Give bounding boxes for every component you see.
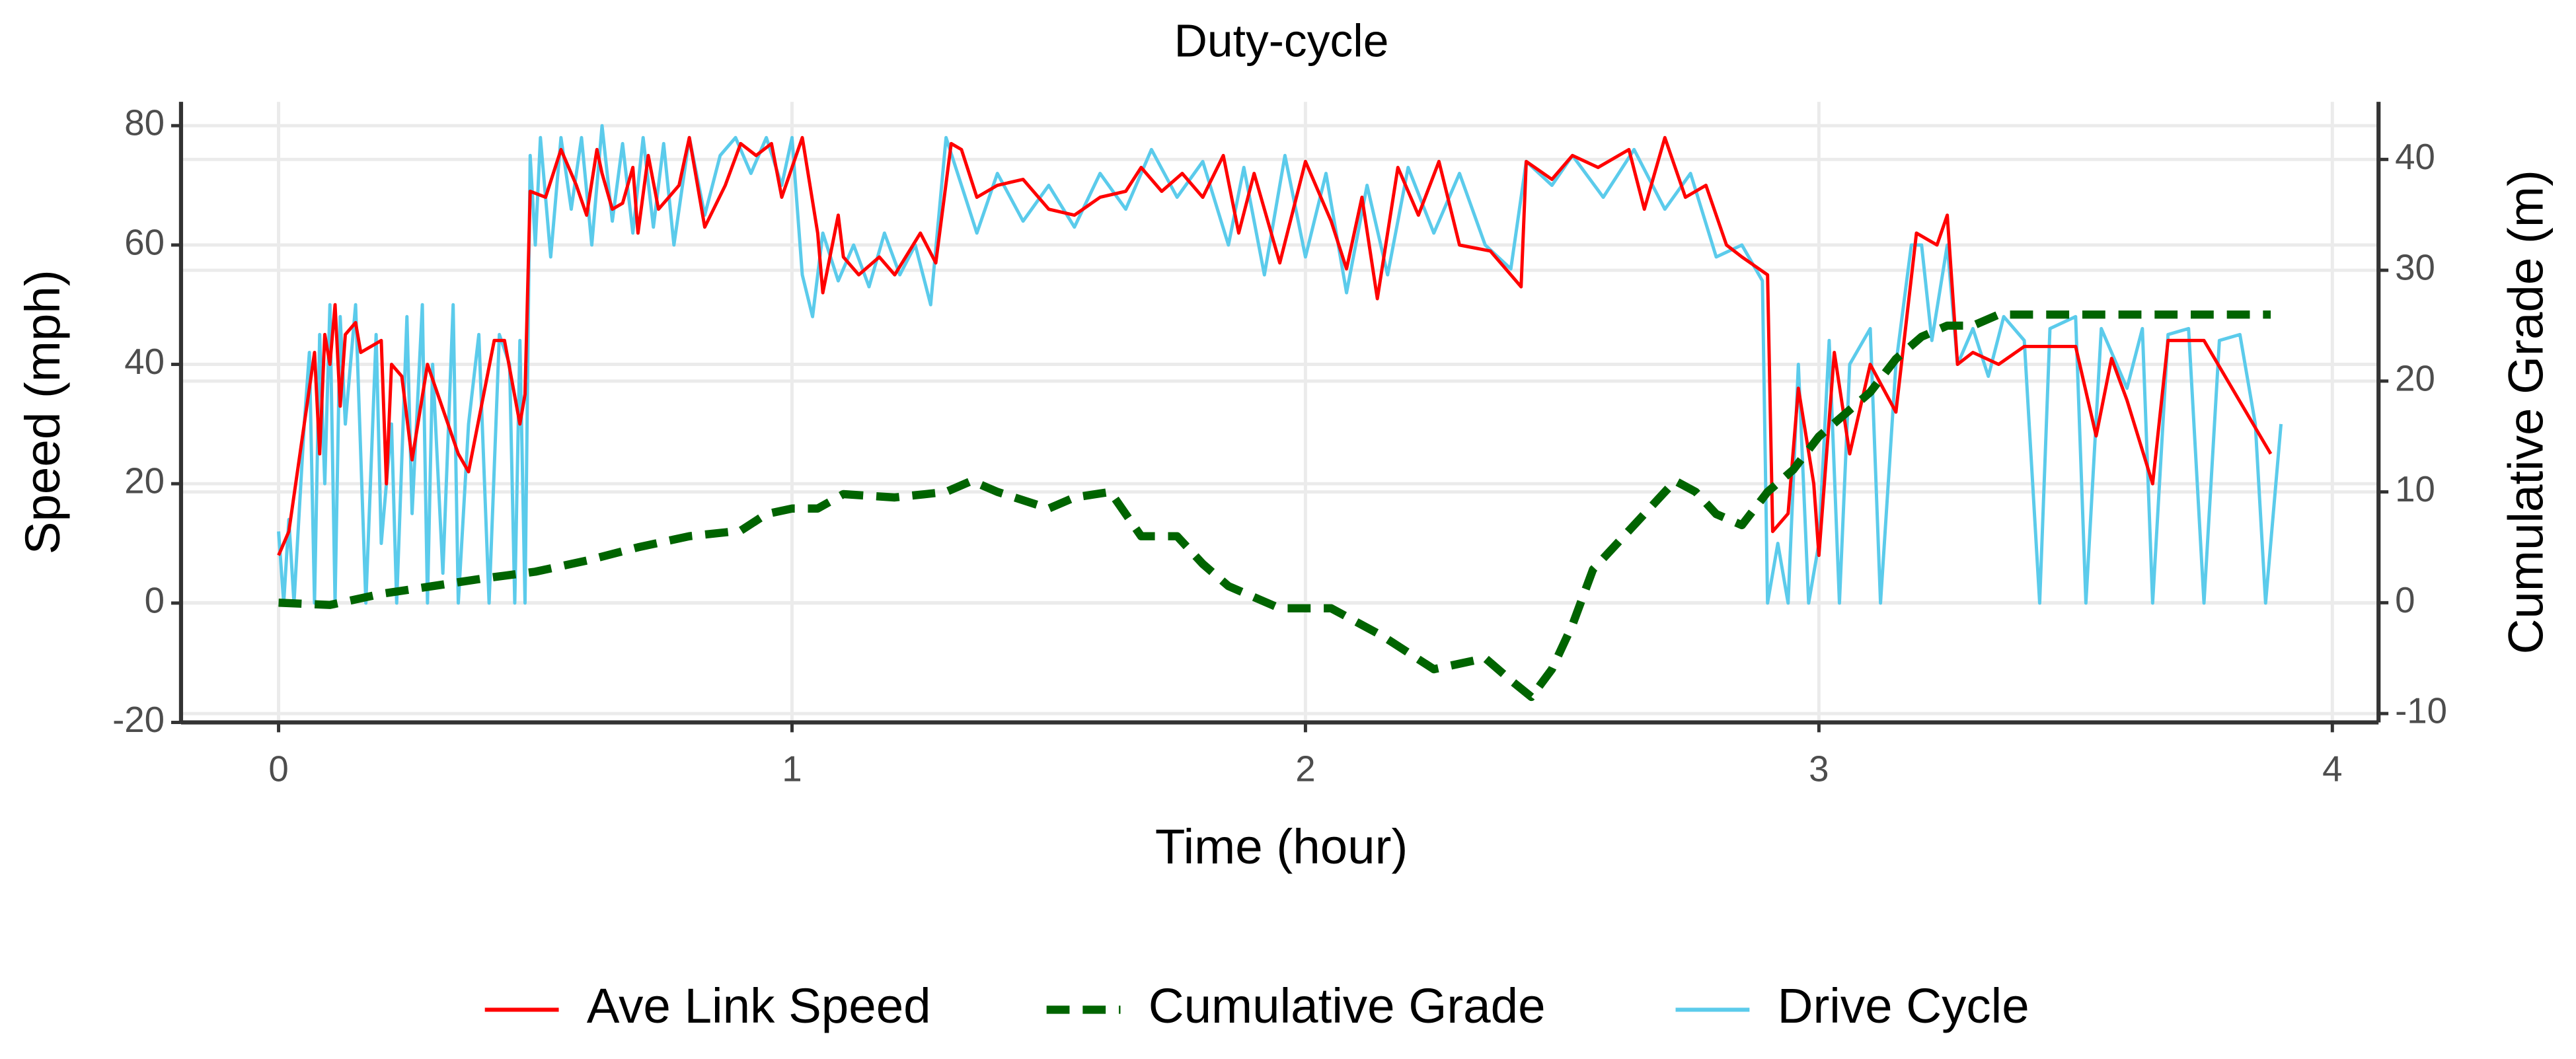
y-tick-label: -20 [112,700,165,740]
legend-label: Ave Link Speed [587,978,931,1033]
y2-tick-label: 10 [2395,469,2435,509]
y-tick-label: 20 [124,461,165,501]
y-axis-title: Speed (mph) [15,270,70,554]
x-tick-label: 1 [782,749,802,789]
legend-label: Drive Cycle [1778,978,2029,1033]
y2-tick-label: 30 [2395,248,2435,288]
y-tick-label: 40 [124,342,165,382]
y2-tick-label: 40 [2395,137,2435,177]
y2-tick-label: 0 [2395,580,2415,620]
chart-title: Duty-cycle [1174,15,1389,66]
x-axis-title: Time (hour) [1155,819,1408,874]
y2-tick-label: -10 [2395,691,2447,731]
x-tick-label: 2 [1295,749,1315,789]
x-tick-label: 3 [1809,749,1829,789]
series-line [278,310,2271,702]
y2-axis-title: Cumulative Grade (m) [2499,170,2554,654]
legend-label: Cumulative Grade [1149,978,1546,1033]
y-tick-label: 80 [124,103,165,143]
series-line [277,135,2273,558]
y-tick-label: 60 [124,222,165,262]
y-tick-label: 0 [145,580,165,620]
x-tick-label: 0 [268,749,288,789]
x-tick-label: 4 [2322,749,2342,789]
y2-tick-label: 20 [2395,358,2435,398]
